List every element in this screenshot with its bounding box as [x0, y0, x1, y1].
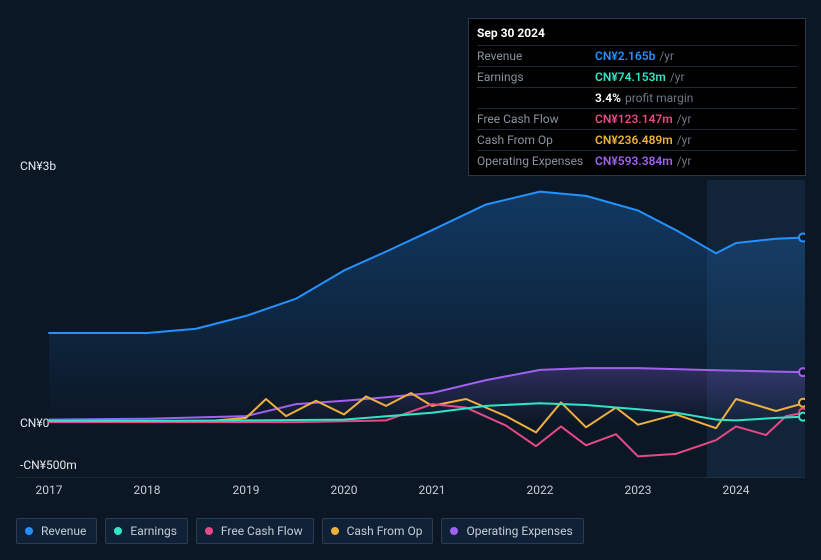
legend-label: Free Cash Flow: [221, 524, 303, 538]
tooltip-row: EarningsCN¥74.153m/yr: [477, 66, 797, 87]
tooltip-row-unit: /yr: [677, 112, 692, 126]
legend-item[interactable]: Earnings: [105, 518, 188, 544]
chart-plot: [16, 180, 805, 478]
tooltip-row: 3.4% profit margin: [477, 87, 797, 108]
legend-label: Earnings: [130, 524, 177, 538]
chart-legend: Revenue Earnings Free Cash Flow Cash From O…: [16, 518, 584, 544]
tooltip-row-label: Operating Expenses: [477, 153, 595, 169]
x-axis-label: 2022: [527, 483, 554, 497]
x-axis-label: 2023: [625, 483, 652, 497]
legend-swatch-icon: [205, 527, 213, 535]
x-axis-label: 2019: [233, 483, 260, 497]
tooltip-row-value: 3.4%: [595, 91, 621, 105]
tooltip-row-label: Free Cash Flow: [477, 111, 595, 127]
tooltip-row: Free Cash FlowCN¥123.147m/yr: [477, 108, 797, 129]
legend-item[interactable]: Revenue: [16, 518, 97, 544]
tooltip-row-value: CN¥236.489m: [595, 133, 673, 147]
data-tooltip: Sep 30 2024 RevenueCN¥2.165b/yrEarningsC…: [468, 18, 806, 176]
legend-label: Revenue: [41, 524, 86, 538]
legend-label: Cash From Op: [347, 524, 423, 538]
tooltip-row: Operating ExpensesCN¥593.384m/yr: [477, 150, 797, 171]
tooltip-row-value: CN¥593.384m: [595, 154, 673, 168]
tooltip-row-value: CN¥74.153m: [595, 70, 666, 84]
legend-swatch-icon: [25, 527, 33, 535]
tooltip-date: Sep 30 2024: [477, 23, 797, 45]
tooltip-row-unit: /yr: [677, 154, 692, 168]
legend-item[interactable]: Cash From Op: [322, 518, 434, 544]
x-axis-label: 2020: [331, 483, 358, 497]
x-axis-label: 2017: [36, 483, 63, 497]
x-axis-label: 2018: [134, 483, 161, 497]
tooltip-row-label: Earnings: [477, 69, 595, 85]
legend-item[interactable]: Operating Expenses: [441, 518, 583, 544]
tooltip-row-value: CN¥2.165b: [595, 49, 655, 63]
tooltip-row-unit: profit margin: [625, 91, 693, 105]
x-axis-label: 2024: [723, 483, 750, 497]
tooltip-row-unit: /yr: [670, 70, 685, 84]
legend-label: Operating Expenses: [466, 524, 572, 538]
tooltip-row-label: [477, 90, 595, 106]
tooltip-row: RevenueCN¥2.165b/yr: [477, 45, 797, 66]
y-axis-label: CN¥3b: [20, 159, 56, 173]
legend-swatch-icon: [331, 527, 339, 535]
tooltip-row: Cash From OpCN¥236.489m/yr: [477, 129, 797, 150]
legend-swatch-icon: [114, 527, 122, 535]
tooltip-row-label: Revenue: [477, 48, 595, 64]
legend-swatch-icon: [450, 527, 458, 535]
legend-item[interactable]: Free Cash Flow: [196, 518, 314, 544]
tooltip-row-label: Cash From Op: [477, 132, 595, 148]
tooltip-row-unit: /yr: [677, 133, 692, 147]
tooltip-row-unit: /yr: [659, 49, 674, 63]
tooltip-row-value: CN¥123.147m: [595, 112, 673, 126]
x-axis-label: 2021: [419, 483, 446, 497]
